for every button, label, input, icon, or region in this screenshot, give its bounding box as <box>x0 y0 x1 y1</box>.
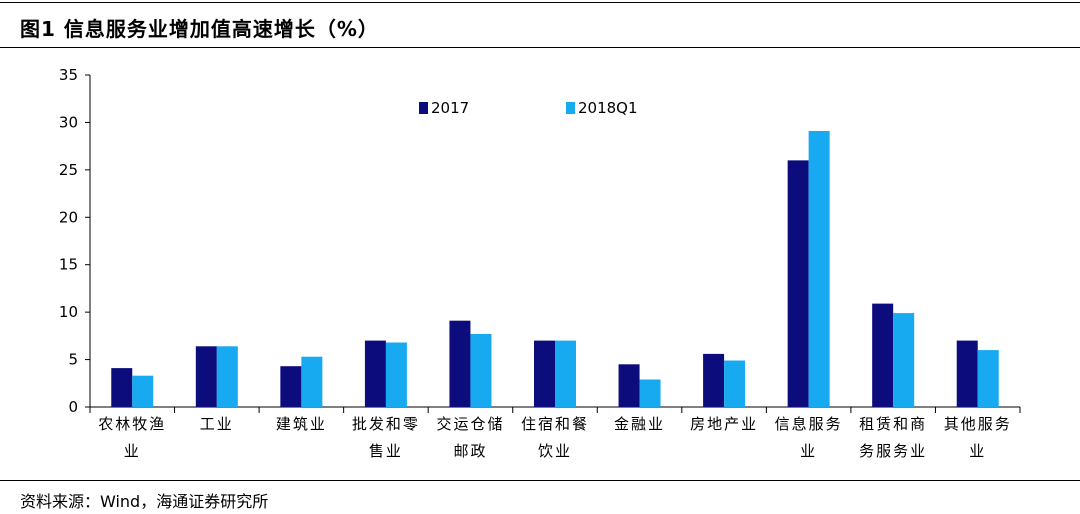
bar-2017 <box>111 368 133 407</box>
legend-swatch-2017 <box>419 102 428 114</box>
bar-2018Q1 <box>132 375 154 407</box>
y-tick-label: 20 <box>59 208 78 226</box>
bar-2017 <box>956 340 978 407</box>
footer-rule <box>0 480 1080 481</box>
title-rule <box>0 47 1080 48</box>
bar-2018Q1 <box>216 346 238 407</box>
bar-2018Q1 <box>639 379 661 407</box>
y-tick-label: 30 <box>59 113 78 131</box>
x-category-label: 售业 <box>369 442 403 460</box>
x-category-label: 务服务业 <box>859 442 927 460</box>
x-category-label: 邮政 <box>453 442 487 460</box>
x-category-label: 房地产业 <box>690 415 758 433</box>
x-category-label: 农林牧渔 <box>98 415 166 433</box>
bar-2017 <box>364 340 386 407</box>
x-category-label: 租赁和商 <box>859 415 927 433</box>
x-category-label: 饮业 <box>538 442 572 460</box>
bar-2018Q1 <box>555 340 576 407</box>
x-category-label: 建筑业 <box>276 415 327 433</box>
x-category-label: 其他服务 <box>944 415 1012 433</box>
source-note: 资料来源：Wind，海通证券研究所 <box>20 492 269 511</box>
y-tick-label: 10 <box>59 303 78 321</box>
legend-label-2017: 2017 <box>431 99 469 117</box>
bar-2018Q1 <box>385 342 407 407</box>
bar-2017 <box>449 320 471 407</box>
title-bar: 图1 信息服务业增加值高速增长（%） <box>0 0 1080 46</box>
x-category-label: 住宿和餐 <box>521 415 589 433</box>
chart-area: 0 5 10 15 20 25 30 35 农林牧渔业 工业 建筑业 批发和零售业 交运仓储邮政 住宿和餐… <box>0 50 1080 480</box>
y-tick-label: 5 <box>68 351 78 369</box>
bar-2018Q1 <box>301 356 323 407</box>
chart-title: 图1 信息服务业增加值高速增长（%） <box>20 17 379 41</box>
bar-2017 <box>280 366 302 407</box>
x-category-label: 业 <box>969 442 986 460</box>
bar-2017 <box>195 346 217 407</box>
y-tick-label: 15 <box>59 256 78 274</box>
x-category-label: 业 <box>800 442 817 460</box>
bar-2017 <box>787 160 809 407</box>
bar-2018Q1 <box>470 333 492 407</box>
legend-swatch-2018Q1 <box>566 102 575 114</box>
top-rule <box>0 2 1080 3</box>
bar-2018Q1 <box>808 130 830 407</box>
bar-2017 <box>618 364 640 407</box>
x-category-label: 交运仓储 <box>436 415 504 433</box>
x-category-label: 金融业 <box>614 415 665 433</box>
bar-2017 <box>703 353 725 407</box>
bar-2018Q1 <box>724 360 746 407</box>
x-category-label: 业 <box>124 442 141 460</box>
bar-2017 <box>872 303 894 407</box>
bar-2018Q1 <box>977 350 999 407</box>
x-category-label: 工业 <box>200 415 234 433</box>
legend-label-2018Q1: 2018Q1 <box>578 99 638 117</box>
y-tick-label: 0 <box>68 398 78 416</box>
x-category-label: 批发和零 <box>352 415 420 433</box>
y-tick-label: 35 <box>59 66 78 84</box>
bar-2017 <box>534 340 555 407</box>
bar-2018Q1 <box>893 313 915 407</box>
y-tick-label: 25 <box>59 161 78 179</box>
x-category-label: 信息服务 <box>775 415 843 433</box>
